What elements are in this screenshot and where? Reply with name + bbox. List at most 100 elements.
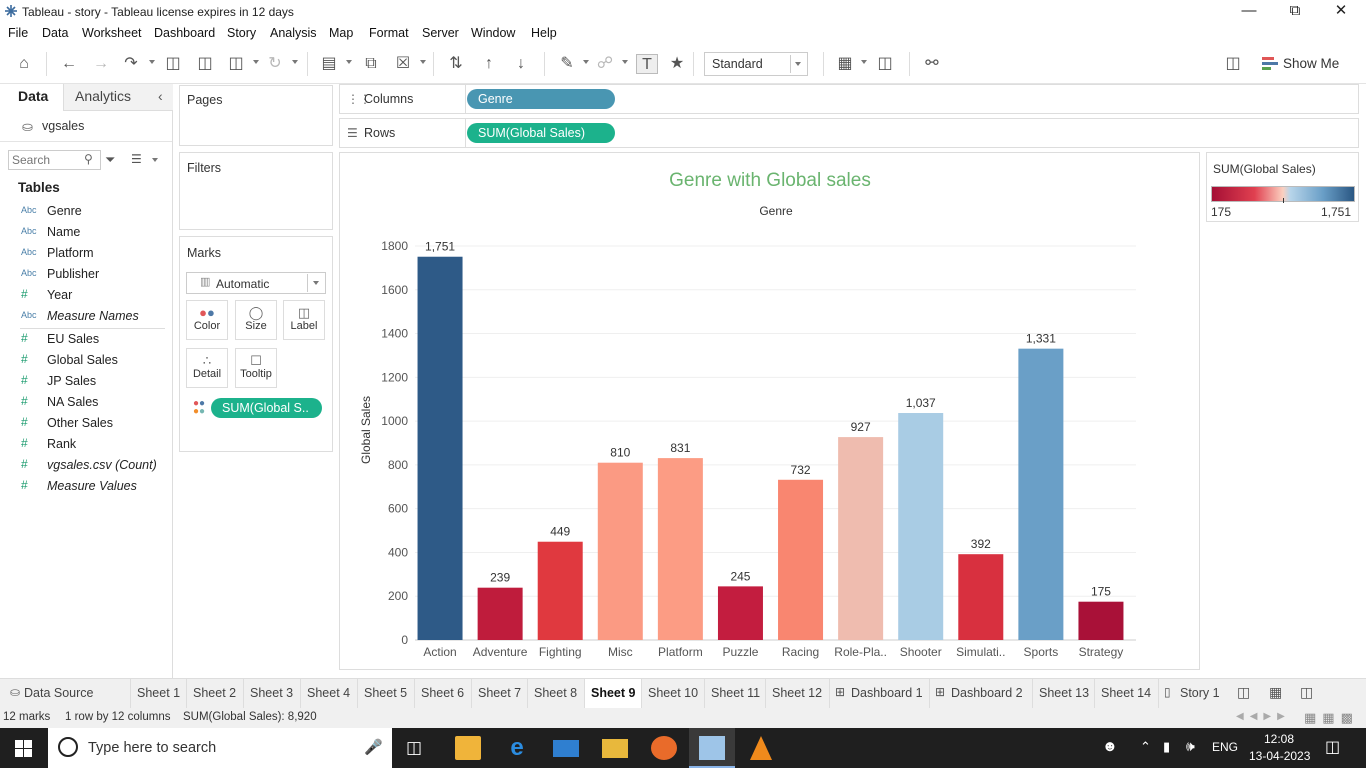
new-worksheet-tab-icon[interactable]: ◫ [1237, 684, 1251, 700]
sheet-tab[interactable]: Sheet 2 [186, 679, 243, 708]
pages-card[interactable]: Pages [179, 85, 333, 146]
chevron-down-icon[interactable] [622, 60, 628, 64]
edge-icon[interactable]: e [510, 734, 524, 761]
view-mode-icons[interactable]: ▦▦▩ [1304, 710, 1359, 725]
data-source-item[interactable]: ⛀ vgsales [0, 112, 172, 142]
chevron-down-icon[interactable] [346, 60, 352, 64]
sheet-tab[interactable]: ▯ Story 1 [1158, 679, 1228, 708]
field-item[interactable]: Abc Measure Names [0, 306, 172, 327]
menu-map[interactable]: Map [329, 26, 354, 40]
field-item[interactable]: Abc Platform [0, 243, 172, 264]
tooltip-button[interactable]: ☐ Tooltip [235, 348, 277, 388]
menu-data[interactable]: Data [42, 26, 69, 40]
sheet-tab[interactable]: Sheet 4 [300, 679, 357, 708]
menu-dashboard[interactable]: Dashboard [154, 26, 216, 40]
chevron-down-icon[interactable] [149, 60, 155, 64]
sheet-tab[interactable]: Sheet 5 [357, 679, 414, 708]
share-icon[interactable]: ⚯ [925, 55, 939, 72]
sheet-tab[interactable]: Sheet 11 [704, 679, 765, 708]
search-field[interactable] [12, 152, 80, 168]
chevron-down-icon[interactable] [152, 158, 158, 162]
close-button[interactable]: ✕ [1334, 2, 1348, 19]
menu-story[interactable]: Story [227, 26, 257, 40]
microphone-icon[interactable]: 🎤 [364, 739, 383, 756]
mark-type-select[interactable]: ▥ Automatic [186, 272, 326, 294]
sheet-navigation-icons[interactable]: ◀◀▶▶ [1236, 711, 1291, 722]
new-dashboard-tab-icon[interactable]: ▦ [1269, 684, 1283, 700]
bar[interactable] [1078, 601, 1124, 640]
minimize-button[interactable]: — [1241, 2, 1257, 19]
clear-sheet-icon[interactable]: ☒ [395, 55, 411, 72]
new-story-tab-icon[interactable]: ◫ [1300, 684, 1314, 700]
menu-format[interactable]: Format [369, 26, 409, 40]
group-members-icon[interactable]: ☍ [596, 55, 614, 72]
save-icon[interactable]: ◫ [165, 55, 181, 72]
undo-icon[interactable]: ← [61, 55, 77, 72]
tableau-taskbar-item[interactable] [689, 728, 735, 768]
global-sales-pill[interactable]: SUM(Global Sales) [467, 123, 615, 143]
field-item[interactable]: # NA Sales [0, 392, 172, 413]
chevron-down-icon[interactable] [420, 60, 426, 64]
filter-icon[interactable]: ⏷ [105, 152, 116, 167]
menu-analysis[interactable]: Analysis [270, 26, 317, 40]
field-item[interactable]: # Measure Values [0, 476, 172, 497]
clock-date[interactable]: 13-04-2023 [1249, 749, 1311, 763]
cards-icon[interactable]: ▦ [837, 55, 853, 72]
sheet-tab[interactable]: Sheet 3 [243, 679, 300, 708]
windows-start-icon[interactable] [15, 740, 32, 757]
genre-pill[interactable]: Genre [467, 89, 615, 109]
field-item[interactable]: Abc Name [0, 222, 172, 243]
filters-card[interactable]: Filters [179, 152, 333, 230]
swap-rows-columns-icon[interactable]: ⇅ [449, 55, 463, 72]
field-item[interactable]: # Other Sales [0, 413, 172, 434]
task-view-icon[interactable]: ◫ [406, 738, 423, 757]
fix-axes-icon[interactable]: ★ [669, 55, 685, 72]
volume-icon[interactable]: 🕪 [1186, 738, 1195, 754]
field-item[interactable]: # Global Sales [0, 350, 172, 371]
detail-button[interactable]: ∴ Detail [186, 348, 228, 388]
show-me-button[interactable]: Show Me [1262, 54, 1362, 74]
highlight-icon[interactable]: ✎ [560, 55, 574, 72]
chevron-down-icon[interactable] [861, 60, 867, 64]
sheet-tab[interactable]: ⊞ Dashboard 2 [929, 679, 1032, 708]
bar[interactable] [597, 462, 643, 640]
firefox-icon[interactable] [651, 736, 677, 760]
view-options-icon[interactable]: ☰ [131, 152, 142, 166]
field-item[interactable]: Abc Publisher [0, 264, 172, 285]
new-worksheet-icon[interactable]: ▤ [321, 55, 337, 72]
field-item[interactable]: # Year [0, 285, 172, 306]
duplicate-sheet-icon[interactable]: ⧉ [365, 55, 377, 72]
mail-icon[interactable] [553, 740, 579, 757]
redo-icon[interactable]: → [93, 55, 109, 72]
bar-chart[interactable]: Genre with Global sales Genre Global Sales… [340, 153, 1199, 669]
field-item[interactable]: Abc Genre [0, 201, 172, 222]
taskbar-search-box[interactable]: Type here to search 🎤 [48, 728, 392, 768]
menu-server[interactable]: Server [422, 26, 459, 40]
field-item[interactable]: # EU Sales [0, 329, 172, 350]
sheet-tab[interactable]: Sheet 6 [414, 679, 471, 708]
sheet-tab[interactable]: Sheet 7 [471, 679, 527, 708]
format-painter-icon[interactable]: ◫ [1225, 55, 1241, 72]
store-icon[interactable] [455, 736, 481, 760]
label-button[interactable]: ◫ Label [283, 300, 325, 340]
bar[interactable] [537, 541, 583, 640]
bar[interactable] [958, 554, 1004, 640]
battery-icon[interactable]: ▮ [1163, 739, 1171, 754]
bar[interactable] [657, 458, 703, 640]
menu-file[interactable]: File [8, 26, 29, 40]
field-item[interactable]: # vgsales.csv (Count) [0, 455, 172, 476]
refresh-icon[interactable]: ↻ [268, 55, 282, 72]
data-source-tab[interactable]: ⛀ Data Source [4, 679, 126, 708]
sheet-tab[interactable]: Sheet 9 [584, 679, 641, 708]
size-button[interactable]: ◯ Size [235, 300, 277, 340]
sheet-tab[interactable]: Sheet 1 [130, 679, 186, 708]
color-legend[interactable]: SUM(Global Sales) 175 1,751 [1206, 152, 1359, 222]
sheet-tab[interactable]: Sheet 12 [765, 679, 829, 708]
pause-updates-icon[interactable]: ◫ [228, 55, 244, 72]
restore-button[interactable]: ⧉ [1289, 2, 1301, 19]
color-button[interactable]: ●● Color [186, 300, 228, 340]
new-data-source-icon[interactable]: ◫ [197, 55, 213, 72]
show-hidden-icons[interactable]: ⌃ [1140, 739, 1151, 754]
tab-analytics[interactable]: Analytics ‹ [63, 84, 173, 111]
sheet-tab[interactable]: Sheet 8 [527, 679, 584, 708]
